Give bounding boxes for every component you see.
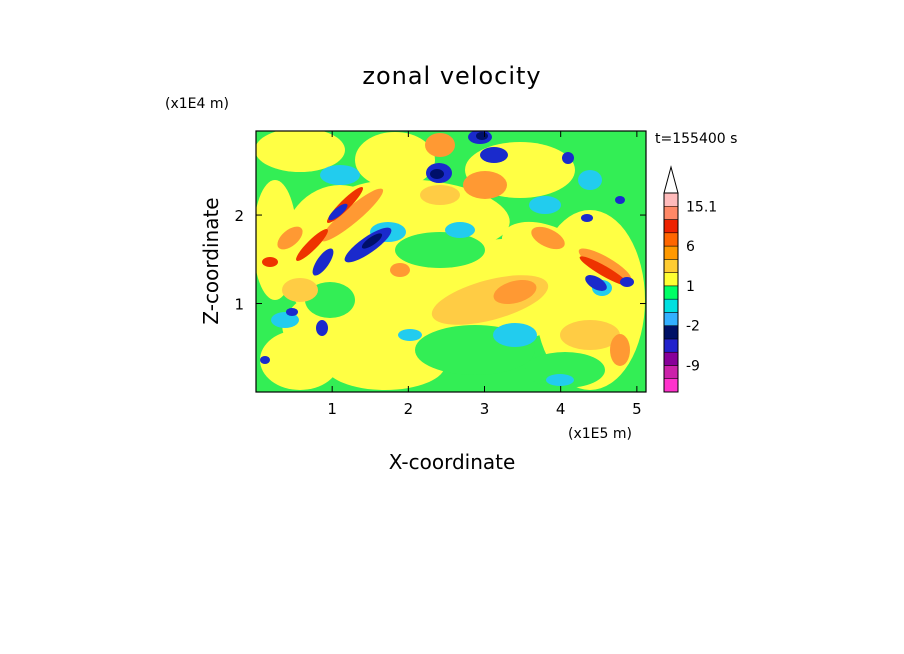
colorbar-label: -9	[686, 358, 700, 374]
x-tick-label: 1	[327, 400, 337, 418]
colorbar-swatch	[663, 298, 679, 313]
contour-region-yellow	[355, 132, 435, 188]
contour-region-cyan	[546, 374, 574, 386]
colorbar-label: -2	[686, 319, 700, 335]
chart-title: zonal velocity	[362, 62, 541, 90]
contour-region-orange	[277, 226, 303, 250]
contour-region-light_orange	[282, 278, 318, 302]
x-axis-title: X-coordinate	[389, 450, 516, 474]
contour-region-yellow	[256, 180, 297, 300]
x-tick-label: 2	[404, 400, 414, 418]
colorbar-swatch	[663, 272, 679, 287]
contour-region-blue	[480, 147, 508, 163]
colorbar-swatch	[663, 365, 679, 379]
colorbar-swatch	[663, 259, 679, 273]
contour-region-red	[579, 256, 629, 286]
colorbar-overflow-arrow	[663, 165, 679, 194]
contour-region-cyan	[578, 170, 602, 190]
colorbar-frame	[663, 192, 679, 393]
contour-region-orange	[531, 226, 565, 250]
contour-region-orange	[610, 334, 630, 366]
colorbar-swatch	[663, 285, 679, 300]
colorbar-swatch	[663, 312, 679, 326]
contour-region-blue	[312, 248, 334, 276]
colorbar-label: 15.1	[686, 199, 717, 215]
y-tick-label: 2	[234, 207, 244, 225]
y-axis-title: Z-coordinate	[199, 197, 223, 324]
time-stamp: t=155400 s	[655, 131, 737, 147]
y-tick-label: 1	[234, 296, 244, 314]
contour-region-green	[525, 352, 605, 388]
x-tick-label: 5	[632, 400, 642, 418]
contour-region-yellow	[256, 131, 345, 172]
contour-region-cyan	[398, 329, 422, 341]
plot-area	[256, 131, 646, 392]
x-axis-unit: (x1E5 m)	[568, 426, 632, 442]
contour-region-blue	[620, 277, 634, 287]
contour-region-blue	[316, 320, 328, 336]
plot-frame	[255, 130, 647, 393]
colorbar-swatch	[663, 351, 679, 366]
contour-region-red	[296, 229, 328, 261]
x-axis: 1 2 3 4 5	[327, 131, 642, 418]
contour-region-blue	[581, 214, 593, 222]
y-axis-unit: (x1E4 m)	[165, 96, 229, 112]
contour-region-blue	[260, 356, 270, 364]
contour-region-cyan	[445, 222, 475, 238]
colorbar-swatch	[663, 206, 679, 220]
contour-region-light_orange	[560, 320, 620, 350]
colorbar-label: 1	[686, 279, 695, 295]
contour-region-light_orange	[420, 185, 460, 205]
contour-region-cyan	[529, 196, 561, 214]
contour-region-navy	[476, 132, 488, 140]
contour-region-green	[395, 232, 485, 268]
y-axis: 12	[234, 207, 646, 314]
colorbar-swatch	[663, 378, 679, 393]
colorbar-swatch	[663, 219, 679, 234]
contour-region-blue	[615, 196, 625, 204]
contour-region-orange	[425, 133, 455, 157]
contour-region-cyan	[320, 165, 360, 185]
contour-region-orange	[578, 248, 632, 282]
contour-region-cyan	[493, 323, 537, 347]
contour-region-blue	[585, 275, 607, 291]
x-tick-label: 3	[480, 400, 490, 418]
colorbar-swatch	[663, 325, 679, 340]
contour-region-orange	[320, 188, 384, 242]
contour-region-yellow	[260, 330, 340, 390]
contour-region-blue	[286, 308, 298, 316]
contour-region-navy	[430, 169, 444, 179]
contour-region-orange	[390, 263, 410, 277]
colorbar-swatch	[663, 232, 679, 247]
contour-region-yellow	[501, 221, 589, 279]
colorbar: 15.1 6 1 -2 -9	[663, 165, 717, 393]
contour-region-orange	[493, 279, 537, 305]
x-tick-label: 4	[556, 400, 566, 418]
colorbar-swatch	[663, 192, 679, 207]
contour-region-blue	[562, 152, 574, 164]
contour-region-red	[262, 257, 278, 267]
contour-region-orange	[463, 171, 507, 199]
contour-region-navy	[361, 233, 383, 249]
colorbar-label: 6	[686, 239, 695, 255]
contour-region-blue	[328, 203, 348, 221]
colorbar-swatch	[663, 338, 679, 353]
colorbar-swatch	[663, 245, 679, 260]
contour-region-yellow	[325, 340, 445, 390]
